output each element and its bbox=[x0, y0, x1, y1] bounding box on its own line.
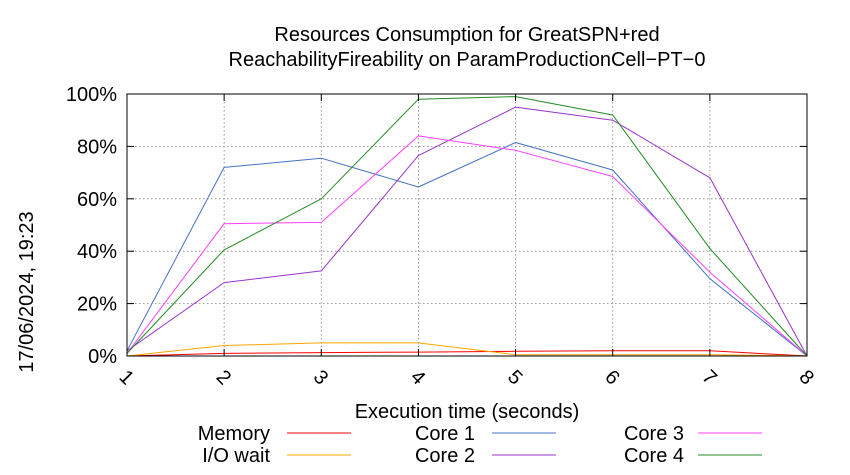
y-tick-labels: 0% 20% 40% 60% 80% 100% bbox=[66, 84, 117, 368]
x-tick-label: 5 bbox=[503, 366, 526, 389]
plot-border bbox=[126, 93, 808, 357]
series-line bbox=[126, 106, 808, 357]
x-tick-label: 2 bbox=[212, 366, 235, 389]
x-tick-label: 1 bbox=[115, 366, 138, 389]
legend-label: I/O wait bbox=[202, 445, 270, 467]
legend-label: Memory bbox=[198, 423, 270, 445]
x-tick-label: 3 bbox=[309, 366, 332, 389]
legend-label: Core 3 bbox=[624, 423, 684, 445]
chart-title-line-2: ReachabilityFireability on ParamProducti… bbox=[229, 49, 706, 71]
y-tick-label: 0% bbox=[88, 346, 117, 368]
x-tick-label: 6 bbox=[600, 366, 623, 389]
legend-label: Core 2 bbox=[415, 445, 475, 467]
series-line bbox=[126, 142, 808, 357]
x-tick-label: 8 bbox=[795, 366, 818, 389]
y-tick-label: 60% bbox=[77, 189, 117, 211]
chart-title-line-1: Resources Consumption for GreatSPN+red bbox=[274, 24, 659, 46]
x-tick-label: 7 bbox=[697, 366, 720, 389]
series-line bbox=[126, 96, 808, 357]
y-tick-label: 40% bbox=[77, 241, 117, 263]
legend-label: Core 4 bbox=[624, 445, 684, 467]
y-tick-label: 100% bbox=[66, 84, 117, 106]
series-line bbox=[126, 350, 808, 357]
x-tick-label: 4 bbox=[406, 366, 429, 389]
axis-ticks bbox=[126, 93, 808, 357]
series-lines bbox=[126, 96, 808, 357]
legend-label: Core 1 bbox=[415, 423, 475, 445]
grid-lines bbox=[127, 94, 807, 356]
series-line bbox=[126, 342, 808, 357]
y-tick-label: 80% bbox=[77, 136, 117, 158]
timestamp-label: 17/06/2024, 19:23 bbox=[16, 211, 38, 372]
y-tick-label: 20% bbox=[77, 294, 117, 316]
series-line bbox=[126, 135, 808, 357]
x-tick-labels: 1 2 3 4 5 6 7 8 bbox=[115, 366, 818, 389]
x-axis-label: Execution time (seconds) bbox=[355, 401, 580, 423]
